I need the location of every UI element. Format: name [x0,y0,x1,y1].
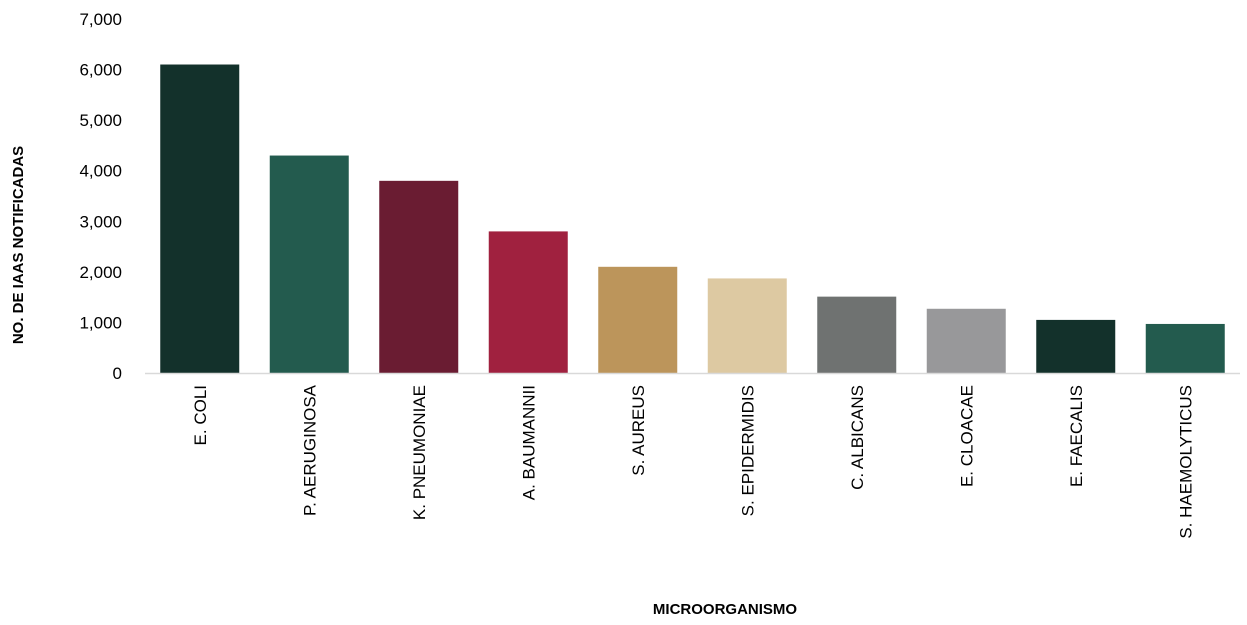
x-tick-label: E. CLOACAE [957,385,976,487]
x-axis-ticks: E. COLI P. AERUGINOSA K. PNEUMONIAE A. BAUM… [191,384,1196,538]
bar [1145,323,1225,373]
x-tick-label: P. AERUGINOSA [300,384,319,516]
x-tick-label: S. HAEMOLYTICUS [1176,385,1195,539]
x-tick-label: S. AUREUS [629,385,648,476]
bar [269,155,349,373]
x-axis-title: MICROORGANISMO [653,601,797,618]
x-tick-label: K. PNEUMONIAE [410,385,429,520]
y-axis-ticks: 0 1,000 2,000 3,000 4,000 5,000 6,000 7,000 [79,10,122,383]
y-tick-label: 1,000 [79,313,122,332]
bar [707,278,787,373]
x-tick-label: A. BAUMANNII [519,385,538,500]
y-tick-label: 0 [113,364,122,383]
y-tick-label: 2,000 [79,263,122,282]
x-tick-label: S. EPIDERMIDIS [738,385,757,516]
bar [379,180,459,373]
bar [488,231,568,373]
bar [1036,319,1116,373]
y-tick-label: 3,000 [79,212,122,231]
bar [926,308,1006,373]
y-tick-label: 6,000 [79,61,122,80]
bar [160,64,240,373]
x-tick-label: C. ALBICANS [848,385,867,490]
x-tick-label: E. FAECALIS [1067,385,1086,487]
bar [817,296,897,373]
y-tick-label: 5,000 [79,111,122,130]
y-tick-label: 4,000 [79,162,122,181]
x-tick-label: E. COLI [191,385,210,445]
y-tick-label: 7,000 [79,10,122,29]
y-axis-title: NO. DE IAAS NOTIFICADAS [10,146,27,344]
bars [160,64,1225,373]
bar [598,266,678,373]
